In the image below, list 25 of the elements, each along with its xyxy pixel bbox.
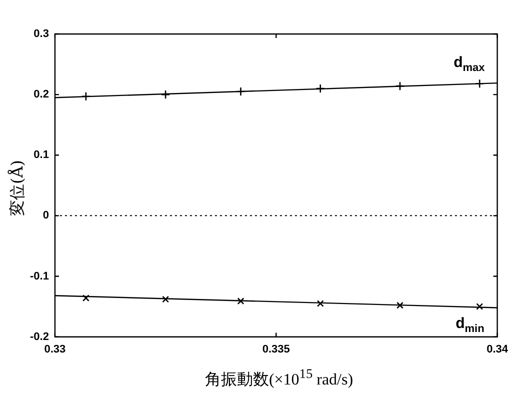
point: [162, 296, 170, 303]
x-tick-label: 0.335: [262, 343, 290, 356]
y-tick-label: 0.3: [34, 28, 49, 40]
x-axis-title: 角振動数(×10$^{15}$ rad/s): [204, 366, 354, 390]
point: [237, 298, 244, 305]
x-tick-label: 0.33: [44, 343, 66, 356]
point: [316, 84, 326, 94]
legend-label: d$_{max}$: [454, 54, 485, 74]
point: [476, 303, 484, 310]
x-tick-label: 0.34: [486, 343, 509, 356]
y-axis-title: 変位(Å): [8, 160, 28, 216]
point: [395, 81, 405, 91]
series-label: d$_{min}$: [456, 314, 484, 335]
point: [236, 86, 246, 96]
point: [396, 302, 404, 309]
point: [316, 300, 324, 307]
y-tick-label: -0.1: [30, 270, 49, 282]
point: [82, 294, 90, 302]
point: [474, 79, 484, 88]
y-tick-label: 0.2: [34, 88, 49, 101]
y-tick-label: 0: [42, 210, 49, 222]
point: [160, 90, 170, 100]
point: [81, 92, 91, 102]
y-tick-label: -0.2: [30, 330, 49, 343]
y-tick-label: 0.1: [34, 149, 49, 162]
